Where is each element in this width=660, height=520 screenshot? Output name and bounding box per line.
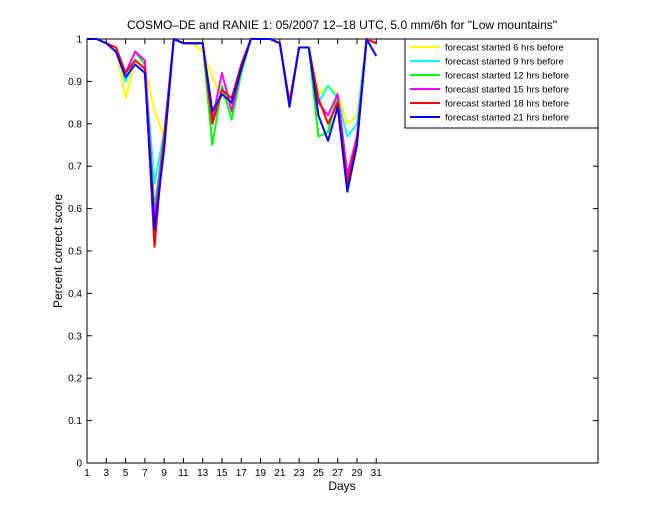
series-group <box>87 38 378 248</box>
x-tick-label: 21 <box>274 468 286 479</box>
y-tick-label: 0.2 <box>68 374 82 385</box>
y-tick-label: 0.3 <box>68 331 82 342</box>
y-tick-label: 0 <box>76 459 82 470</box>
x-tick-label: 13 <box>197 468 209 479</box>
chart-title: COSMO–DE and RANIE 1: 05/2007 12–18 UTC,… <box>127 18 557 32</box>
x-tick-label: 29 <box>351 468 363 479</box>
x-tick-label: 31 <box>371 468 383 479</box>
y-tick-label: 0.9 <box>68 77 82 88</box>
x-tick-label: 19 <box>255 468 267 479</box>
legend-label-3: forecast started 12 hrs before <box>445 71 569 82</box>
legend-label-4: forecast started 15 hrs before <box>445 85 569 96</box>
x-tick-label: 27 <box>332 468 344 479</box>
x-tick-label: 23 <box>294 468 306 479</box>
series-line-6 <box>87 38 378 231</box>
x-tick-label: 25 <box>313 468 325 479</box>
x-tick-label: 17 <box>236 468 248 479</box>
series-line-5 <box>87 38 377 248</box>
x-tick-label: 3 <box>104 468 110 479</box>
x-tick-label: 7 <box>142 468 148 479</box>
x-tick-label: 9 <box>161 468 167 479</box>
x-axis-label: Days <box>328 479 355 493</box>
y-axis: 0 0.1 0.2 0.3 0.4 0.5 0.6 0.7 0.8 0.9 1 <box>68 35 598 470</box>
x-axis: 1 3 5 7 9 11 13 15 17 19 21 23 25 27 29 31 <box>84 39 382 479</box>
x-tick-label: 1 <box>84 468 90 479</box>
x-tick-label: 15 <box>216 468 228 479</box>
x-tick-label: 11 <box>178 468 189 479</box>
legend-label-2: forecast started 9 hrs before <box>445 57 564 68</box>
legend-label-6: forecast started 21 hrs before <box>445 113 569 124</box>
y-tick-label: 0.8 <box>68 119 82 130</box>
y-tick-label: 0.4 <box>68 289 82 300</box>
y-tick-label: 1 <box>76 35 82 46</box>
y-tick-label: 0.6 <box>68 204 82 215</box>
legend: forecast started 6 hrs before forecast st… <box>404 38 599 129</box>
y-tick-label: 0.5 <box>68 247 82 258</box>
legend-label-1: forecast started 6 hrs before <box>445 43 564 54</box>
series-line-4 <box>87 38 377 223</box>
y-tick-label: 0.1 <box>68 416 82 427</box>
legend-box <box>404 38 599 129</box>
y-axis-label: Percent correct score <box>51 194 65 308</box>
x-tick-label: 5 <box>123 468 129 479</box>
legend-label-5: forecast started 18 hrs before <box>445 99 569 110</box>
y-tick-label: 0.7 <box>68 162 82 173</box>
